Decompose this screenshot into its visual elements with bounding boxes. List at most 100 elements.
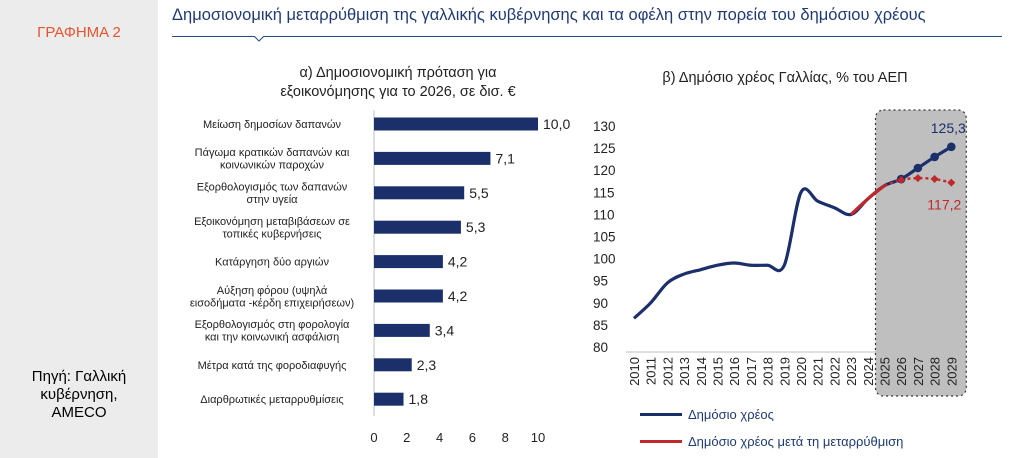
x-tick-label: 6	[469, 430, 476, 445]
source-note: Πηγή: Γαλλική κυβέρνηση, AMECO	[0, 368, 158, 422]
data-point-debt-reform	[897, 175, 906, 184]
x-tick-label: 2012	[660, 357, 675, 386]
bar-category-label: εισοδήματα -κέρδη επιχειρήσεων)	[190, 297, 354, 309]
bar	[374, 255, 443, 269]
x-tick-label: 0	[370, 430, 377, 445]
data-point-debt-reform	[947, 178, 956, 187]
legend-label-debt: Δημόσιο χρέος	[688, 406, 774, 422]
data-point-debt	[947, 142, 956, 152]
x-tick-label: 2016	[727, 357, 742, 386]
bar-category-label: Πάγωμα κρατικών δαπανών και	[195, 147, 350, 159]
y-tick-label: 95	[593, 274, 608, 289]
y-tick-label: 105	[593, 230, 616, 245]
bar-category-label: Εξορθολογισμός των δαπανών	[197, 182, 348, 194]
x-tick-label: 2025	[878, 357, 893, 386]
bar-category-label: κοινωνικών παροχών	[220, 160, 324, 172]
y-tick-label: 115	[593, 185, 615, 200]
x-tick-label: 2013	[677, 357, 692, 386]
bar-category-label: στην υγεία	[246, 194, 298, 206]
bar-chart-title-line: εξοικονόμησης για το 2026, σε δισ. €	[280, 84, 516, 100]
bar-category-label: Μέτρα κατά της φοροδιαφυγής	[198, 360, 347, 372]
data-point-debt-reform	[930, 175, 939, 184]
y-tick-label: 130	[593, 119, 616, 134]
source-line: Πηγή: Γαλλική	[31, 368, 127, 385]
bar-category-label: και την κοινωνική ασφάλιση	[205, 332, 339, 344]
y-tick-label: 110	[593, 207, 615, 222]
x-tick-label: 2018	[761, 357, 776, 386]
bar-value-label: 5,5	[469, 185, 489, 201]
y-tick-label: 90	[593, 296, 608, 311]
bar-chart-title-line: α) Δημοσιονομική πρόταση για	[299, 65, 497, 81]
x-tick-label: 2021	[811, 357, 826, 386]
bar-value-label: 7,1	[495, 150, 515, 166]
end-label-debt-reform: 117,2	[927, 197, 961, 213]
x-tick-label: 4	[436, 430, 443, 445]
bar	[374, 392, 404, 406]
bar-category-label: Κατάργηση δύο αργιών	[215, 257, 329, 269]
bar	[374, 323, 430, 337]
y-tick-label: 120	[593, 163, 616, 178]
page-title: Δημοσιονομική μεταρρύθμιση της γαλλικής …	[172, 6, 926, 24]
sidebar-panel	[0, 0, 158, 458]
bar	[374, 220, 461, 234]
end-label-debt: 125,3	[931, 120, 966, 136]
x-tick-label: 2024	[861, 357, 876, 386]
bar-value-label: 5,3	[466, 219, 486, 235]
header-divider	[172, 36, 1002, 37]
y-tick-label: 80	[593, 340, 608, 355]
x-tick-label: 2010	[627, 357, 642, 386]
source-line: AMECO	[51, 404, 107, 421]
line-chart-title: β) Δημόσιο χρέος Γαλλίας, % του ΑΕΠ	[662, 70, 908, 86]
legend-label-debt-reform: Δημόσιο χρέος μετά τη μεταρρύθμιση	[688, 433, 904, 449]
bar-category-label: Μείωση δημοσίων δαπανών	[203, 119, 341, 131]
bar-value-label: 4,2	[448, 288, 468, 304]
legend-swatch-debt-reform	[640, 439, 682, 443]
bar	[374, 289, 443, 303]
bar-value-label: 4,2	[448, 254, 468, 270]
x-tick-label: 2011	[644, 357, 659, 385]
x-tick-label: 10	[531, 430, 545, 445]
x-tick-label: 2015	[711, 357, 726, 386]
y-tick-label: 100	[593, 252, 616, 267]
x-tick-label: 8	[502, 430, 509, 445]
data-point-debt	[930, 152, 939, 162]
bar	[374, 186, 465, 200]
bar-value-label: 1,8	[409, 391, 429, 407]
x-tick-label: 2029	[944, 357, 959, 386]
projection-shade-box	[874, 109, 967, 397]
bar-value-label: 10,0	[543, 116, 570, 132]
x-tick-label: 2022	[827, 357, 842, 386]
figure-label: ΓΡΑΦΗΜΑ 2	[37, 24, 121, 41]
data-point-debt-reform	[913, 174, 922, 183]
header-notch-icon	[254, 36, 264, 42]
x-tick-label: 2027	[911, 357, 926, 386]
x-tick-label: 2020	[794, 357, 809, 386]
source-line: κυβέρνηση,	[40, 386, 118, 403]
bar-value-label: 3,4	[435, 322, 455, 338]
bar-category-label: Αύξηση φόρου (υψηλά	[217, 285, 328, 297]
data-point-debt	[913, 163, 923, 173]
legend-item-debt-reform: Δημόσιο χρέος μετά τη μεταρρύθμιση	[640, 431, 903, 451]
bar	[374, 151, 491, 165]
bar	[374, 117, 538, 131]
bar-category-label: τοπικές κυβερνήσεις	[222, 228, 321, 240]
legend-item-debt: Δημόσιο χρέος	[640, 404, 774, 424]
bar-category-label: Διαρθρωτικές μεταρρυθμίσεις	[200, 394, 343, 406]
x-tick-label: 2017	[744, 357, 759, 386]
series-line-debt-reform	[850, 184, 886, 216]
bar	[374, 358, 412, 372]
y-tick-label: 85	[593, 318, 608, 333]
x-tick-label: 2019	[777, 357, 792, 386]
x-tick-label: 2023	[844, 357, 859, 386]
bar-category-label: Εξοικονόμηση μεταβιβάσεων σε	[194, 216, 350, 228]
x-tick-label: 2026	[894, 357, 909, 386]
legend-swatch-debt	[640, 412, 682, 416]
x-tick-label: 2028	[928, 357, 943, 386]
y-tick-label: 125	[593, 141, 616, 156]
bar-chart-title: α) Δημοσιονομική πρόταση για εξοικονόμησ…	[228, 64, 568, 102]
bar-category-label: Εξορθολογισμός στη φορολογία	[195, 319, 350, 331]
bar-value-label: 2,3	[417, 357, 437, 373]
series-line-debt-reform-projection	[884, 176, 952, 187]
x-tick-label: 2	[403, 430, 410, 445]
